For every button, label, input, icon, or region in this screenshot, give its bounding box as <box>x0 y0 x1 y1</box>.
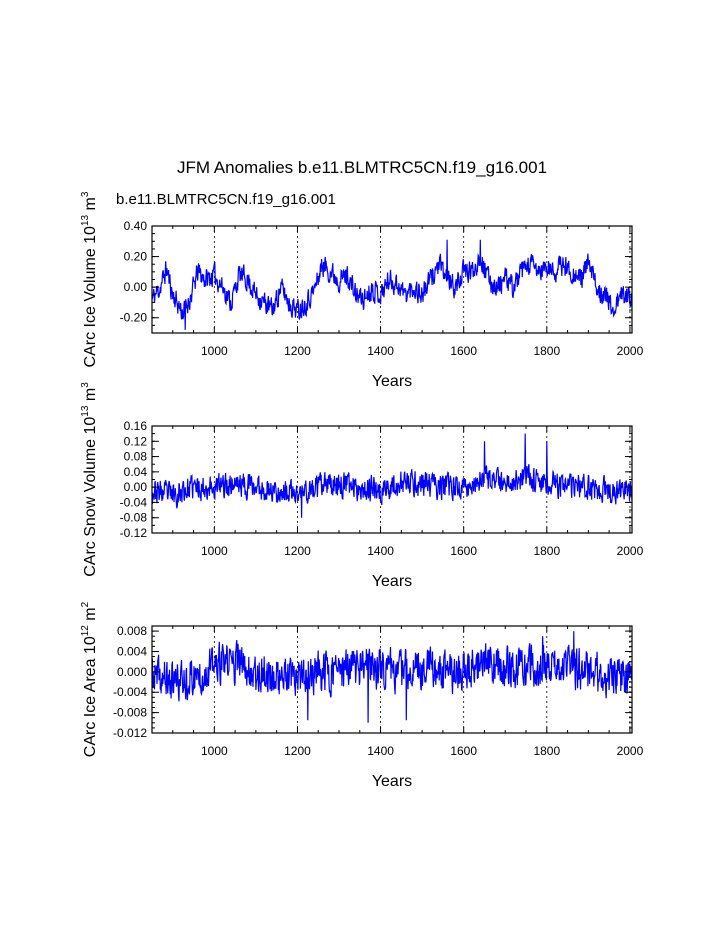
x-tick-label: 1600 <box>450 744 477 758</box>
y-tick-label: -0.008 <box>113 706 147 720</box>
x-tick-label: 1800 <box>533 344 560 358</box>
y-axis-label-exponent: 13 <box>80 214 91 226</box>
y-tick-label: 0.04 <box>124 465 148 479</box>
series-line <box>152 631 632 723</box>
y-axis-label: CArc Snow Volume 1013 m3 <box>80 382 99 577</box>
x-tick-label: 1600 <box>450 544 477 558</box>
y-axis-label-part: m <box>82 197 99 215</box>
series-line <box>152 433 632 518</box>
y-axis-label-part: m <box>82 607 99 625</box>
y-axis-label-part: m <box>82 388 99 406</box>
panel-2: 1000 1200 1400 1600 1800 2000 0.160.12 0.080.04… <box>80 382 644 590</box>
y-tick-label: 0.00 <box>124 280 148 294</box>
y-tick-label: 0.00 <box>124 480 148 494</box>
series-line <box>152 239 632 330</box>
y-tick-label: 0.16 <box>124 419 148 433</box>
x-tick-label: 1800 <box>533 544 560 558</box>
panel-3: 1000 1200 1400 1600 1800 2000 0.008 0.004 0.000 -… <box>80 601 644 790</box>
y-axis-label-part: CArc Ice Volume 10 <box>82 226 99 368</box>
x-tick-label: 2000 <box>617 344 644 358</box>
y-tick-label: -0.20 <box>120 311 148 325</box>
y-tick-label: -0.08 <box>120 511 148 525</box>
plot-frame <box>151 625 633 734</box>
x-tick-label: 1000 <box>201 744 228 758</box>
y-tick-label: 0.20 <box>124 250 148 264</box>
y-tick-label: -0.012 <box>113 726 147 740</box>
y-tick-label: 0.12 <box>124 434 148 448</box>
x-axis-label: Years <box>372 573 412 590</box>
y-tick-label: 0.40 <box>124 219 148 233</box>
y-tick-label: -0.004 <box>113 685 147 699</box>
x-tick-label: 1200 <box>284 744 311 758</box>
y-axis-label-part: CArc Ice Area 10 <box>82 636 99 757</box>
x-tick-label: 1000 <box>201 544 228 558</box>
plot-frame <box>151 225 633 334</box>
y-tick-label: 0.000 <box>117 665 147 679</box>
x-tick-label: 1400 <box>367 744 394 758</box>
x-tick-label: 1400 <box>367 544 394 558</box>
y-axis-label-part: CArc Snow Volume 10 <box>82 417 99 577</box>
chart-title: JFM Anomalies b.e11.BLMTRC5CN.f19_g16.00… <box>177 158 547 177</box>
x-tick-label: 1000 <box>201 344 228 358</box>
panels: 1000 1200 1400 1600 1800 2000 0.40 0.20 0.00 -0.2… <box>80 191 644 790</box>
y-axis-label: CArc Ice Volume 1013 m3 <box>80 191 99 367</box>
y-axis-label-exponent: 3 <box>80 191 91 197</box>
y-axis-label-exponent: 12 <box>80 625 91 637</box>
y-axis-label: CArc Ice Area 1012 m2 <box>80 601 99 757</box>
y-axis-label-exponent: 3 <box>80 382 91 388</box>
y-tick-label: 0.008 <box>117 624 147 638</box>
x-tick-label: 1800 <box>533 744 560 758</box>
x-axis-label: Years <box>372 373 412 390</box>
y-tick-label: -0.12 <box>120 526 148 540</box>
x-tick-label: 2000 <box>617 744 644 758</box>
y-axis-label-exponent: 13 <box>80 405 91 417</box>
x-axis-label: Years <box>372 773 412 790</box>
x-tick-label: 1600 <box>450 344 477 358</box>
y-tick-label: 0.004 <box>117 644 147 658</box>
y-tick-label: -0.04 <box>120 495 148 509</box>
panel-1: 1000 1200 1400 1600 1800 2000 0.40 0.20 0.00 -0.2… <box>80 191 644 390</box>
y-tick-label: 0.08 <box>124 450 148 464</box>
x-tick-label: 1200 <box>284 344 311 358</box>
series-label: b.e11.BLMTRC5CN.f19_g16.001 <box>116 191 336 208</box>
y-axis-label-exponent: 2 <box>80 601 91 607</box>
x-tick-label: 1200 <box>284 544 311 558</box>
x-tick-label: 1400 <box>367 344 394 358</box>
x-tick-label: 2000 <box>617 544 644 558</box>
